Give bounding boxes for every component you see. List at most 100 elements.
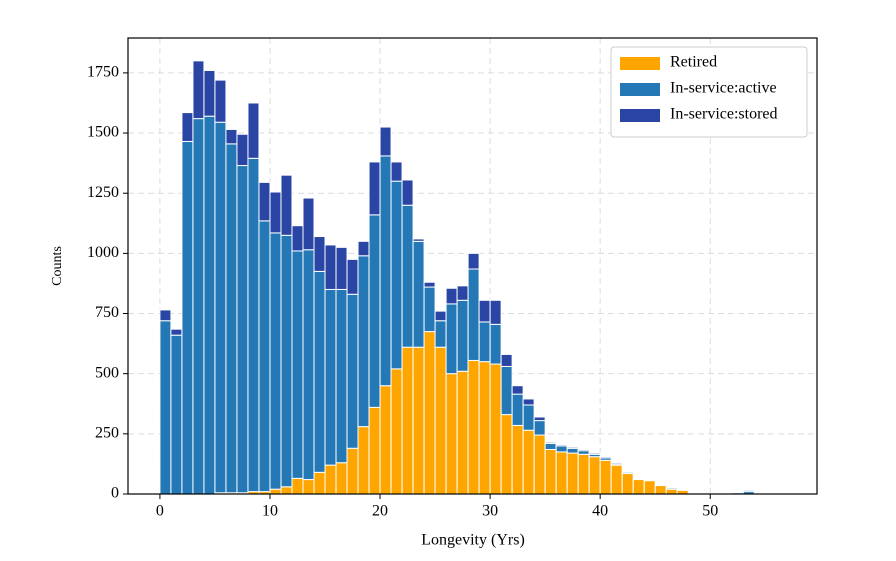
bar-segment <box>500 365 513 416</box>
bar-segment <box>566 452 579 495</box>
bar-segment <box>577 450 590 455</box>
bar-segment <box>214 79 227 123</box>
bar-segment <box>346 258 359 295</box>
bar-segment <box>335 462 348 495</box>
bar-segment <box>555 445 568 453</box>
bar-segment <box>478 361 491 495</box>
bar-segment <box>500 414 513 495</box>
bar-segment <box>368 161 381 216</box>
bar-segment <box>170 328 183 336</box>
bar-segment <box>291 225 304 252</box>
bar-segment <box>346 447 359 495</box>
bar-segment <box>159 309 172 322</box>
bar-segment <box>335 288 348 464</box>
bar-segment <box>412 238 425 242</box>
bar-segment <box>434 320 447 348</box>
x-axis-label: Longevity (Yrs) <box>421 532 525 549</box>
bar-segment <box>533 420 546 436</box>
bar-segment <box>467 268 480 361</box>
bar-segment <box>390 161 403 182</box>
bar-segment <box>313 471 326 495</box>
bar-segment <box>522 429 535 495</box>
bar-segment <box>390 180 403 370</box>
legend-label: Retired <box>670 54 717 71</box>
bar-segment <box>489 299 502 325</box>
bar-segment <box>357 426 370 495</box>
bar-segment <box>192 118 205 495</box>
x-tick-label: 0 <box>156 503 164 520</box>
bar-segment <box>203 115 216 495</box>
y-axis-label: Counts <box>50 246 65 286</box>
bar-segment <box>577 448 590 452</box>
bar-segment <box>412 240 425 348</box>
bar-segment <box>742 489 755 493</box>
bar-segment <box>489 363 502 495</box>
y-tick-label: 250 <box>95 425 119 442</box>
bar-segment <box>467 252 480 270</box>
bar-segment <box>522 398 535 406</box>
bar-segment <box>368 406 381 495</box>
bar-segment <box>313 236 326 272</box>
y-tick-label: 750 <box>95 304 119 321</box>
plot-frame <box>127 37 818 495</box>
legend-label: In-service:stored <box>670 106 778 123</box>
bar-segment <box>324 464 337 495</box>
bar-segment <box>236 133 249 167</box>
bar-segment <box>423 331 436 495</box>
y-tick-label: 1750 <box>87 64 119 81</box>
bar-segment <box>379 155 392 387</box>
bar-segment <box>170 334 183 495</box>
bar-segment <box>225 128 238 145</box>
bar-segment <box>181 112 194 142</box>
bar-segment <box>610 462 623 465</box>
x-tick-label: 10 <box>262 503 278 520</box>
bar-segment <box>599 459 612 495</box>
bar-segment <box>555 451 568 495</box>
legend-label: In-service:active <box>670 80 777 97</box>
bar-segment <box>533 434 546 495</box>
bar-segment <box>324 244 337 290</box>
bar-segment <box>489 323 502 365</box>
bar-segment <box>258 181 271 222</box>
bar-segment <box>456 370 469 495</box>
bar-segment <box>566 447 579 454</box>
bar-segment <box>500 353 513 367</box>
bar-segment <box>643 480 656 495</box>
bar-segment <box>280 486 293 495</box>
bar-segment <box>599 456 612 459</box>
bar-segment <box>247 157 260 493</box>
bar-segment <box>357 255 370 428</box>
bar-segment <box>269 191 282 234</box>
y-tick-label: 1000 <box>87 244 119 261</box>
bar-segment <box>445 303 458 375</box>
bar-segment <box>324 288 337 466</box>
bar-segment <box>335 246 348 290</box>
bar-segment <box>302 249 315 481</box>
bar-segment <box>566 446 579 449</box>
bar-segment <box>588 456 601 495</box>
bar-segment <box>247 102 260 159</box>
bar-segment <box>346 293 359 449</box>
bar-segment <box>434 310 447 322</box>
bar-segment <box>423 281 436 288</box>
bar-segment <box>434 346 447 495</box>
bar-segment <box>236 165 249 494</box>
bar-segment <box>632 479 645 495</box>
bar-segment <box>302 197 315 251</box>
bar-segment <box>445 373 458 495</box>
bar-segment <box>588 452 601 455</box>
bar-segment <box>269 488 282 495</box>
bar-segment <box>456 299 469 372</box>
bar-segment <box>313 270 326 473</box>
bar-segment <box>357 240 370 257</box>
x-tick-label: 40 <box>592 503 608 520</box>
bar-segment <box>610 464 623 495</box>
bar-segment <box>522 404 535 431</box>
y-tick-label: 0 <box>111 485 119 502</box>
bar-segment <box>511 393 524 426</box>
bar-segment <box>654 485 667 495</box>
bar-segment <box>258 220 271 493</box>
bar-segment <box>478 299 491 323</box>
x-tick-label: 20 <box>372 503 388 520</box>
